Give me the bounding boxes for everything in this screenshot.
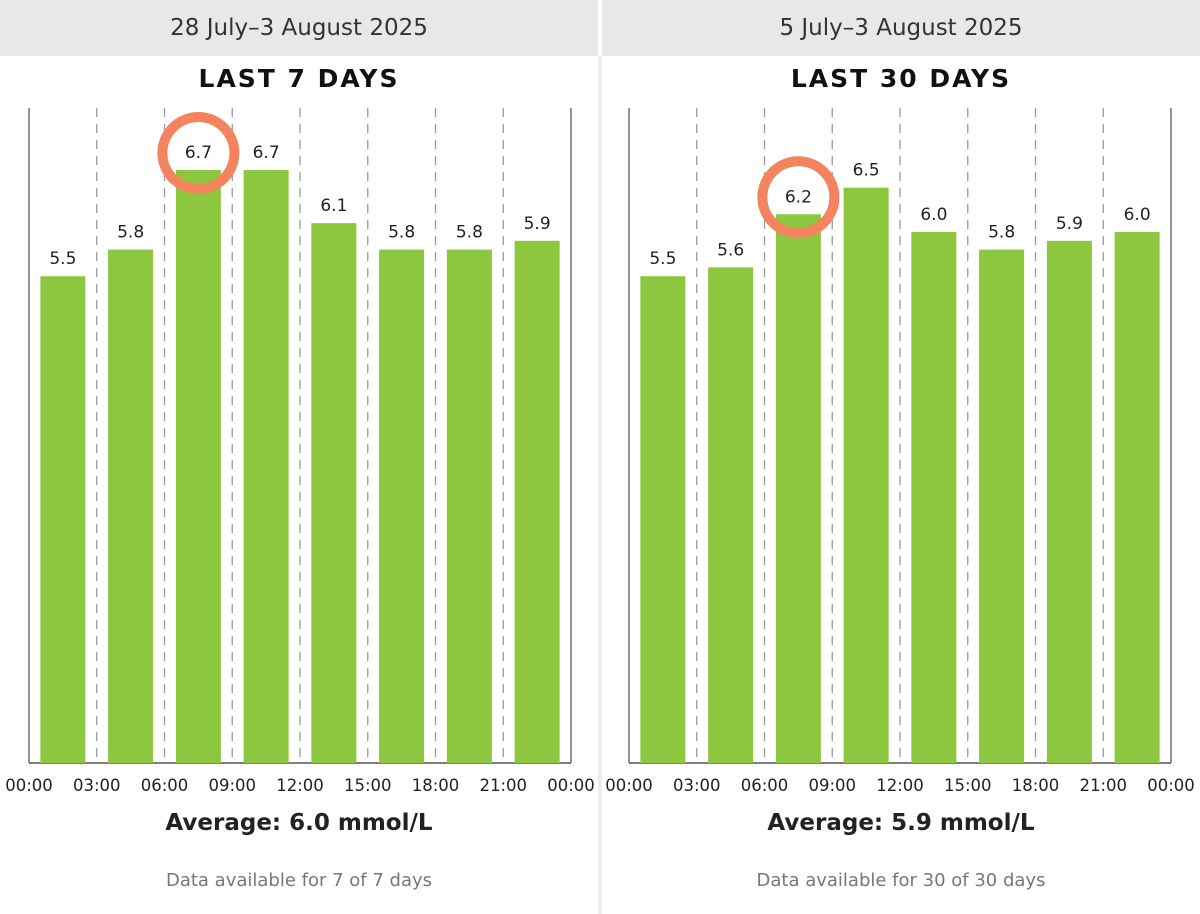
bar xyxy=(514,240,560,763)
x-tick-label: 00:00 xyxy=(1147,776,1195,795)
panel-divider xyxy=(598,56,602,914)
bar xyxy=(775,214,821,764)
x-tick-label: 09:00 xyxy=(208,776,256,795)
data-availability: Data available for 7 of 7 days xyxy=(165,870,433,891)
x-tick-label: 00:00 xyxy=(547,776,595,795)
bar xyxy=(108,249,154,763)
date-range-header: 28 July–3 August 2025 xyxy=(0,0,598,56)
x-tick-label: 06:00 xyxy=(141,776,189,795)
x-tick-label: 00:00 xyxy=(5,776,53,795)
bar xyxy=(40,276,86,763)
bar xyxy=(379,249,425,763)
bar-value-label: 6.7 xyxy=(253,143,280,163)
x-tick-label: 21:00 xyxy=(479,776,527,795)
bar xyxy=(311,223,357,763)
bar-value-label: 5.8 xyxy=(388,223,415,243)
date-range-header: 5 July–3 August 2025 xyxy=(602,0,1200,56)
bar xyxy=(911,231,957,764)
x-tick-label: 03:00 xyxy=(73,776,121,795)
bar xyxy=(979,249,1025,763)
bar-value-label: 5.5 xyxy=(49,249,76,269)
bar xyxy=(1114,231,1160,764)
bar-value-label: 5.9 xyxy=(524,214,551,234)
bar xyxy=(1046,240,1092,763)
x-tick-label: 12:00 xyxy=(276,776,324,795)
bar-value-label: 5.9 xyxy=(1056,214,1083,234)
bar-value-label: 6.0 xyxy=(920,205,947,225)
bar xyxy=(640,276,686,763)
x-tick-label: 15:00 xyxy=(944,776,992,795)
highlight-ring-icon xyxy=(157,112,240,194)
x-tick-label: 06:00 xyxy=(741,776,789,795)
bar-value-label: 5.8 xyxy=(117,223,144,243)
bar-chart-last-7-days: 5.5 5.8 6.7 6.7 6.1 5.8 5.8 5.9 00:00 03:00 06:00 0… xyxy=(5,108,595,795)
average-value: Average: 5.9 mmol/L xyxy=(767,810,1035,836)
x-tick-label: 03:00 xyxy=(673,776,721,795)
x-tick-label: 21:00 xyxy=(1079,776,1127,795)
x-tick-label: 15:00 xyxy=(344,776,392,795)
average-value: Average: 6.0 mmol/L xyxy=(165,810,433,836)
bar-value-label: 6.0 xyxy=(1124,205,1151,225)
chart-title: LAST 30 DAYS xyxy=(790,64,1012,93)
x-tick-label: 18:00 xyxy=(1012,776,1060,795)
bar-value-label: 5.5 xyxy=(649,249,676,269)
bar xyxy=(708,267,754,763)
bar-value-label: 5.8 xyxy=(988,223,1015,243)
panel-last-30-days: 5 July–3 August 2025 LAST 30 DAYS 5.5 5.6… xyxy=(602,0,1200,914)
bar-value-label: 6.7 xyxy=(185,143,212,163)
x-tick-label: 09:00 xyxy=(808,776,856,795)
highlight-ring-icon xyxy=(757,156,840,239)
x-tick-label: 00:00 xyxy=(605,776,653,795)
bar-value-label: 6.5 xyxy=(853,161,880,181)
bar-value-label: 6.2 xyxy=(785,187,812,207)
bar xyxy=(843,187,889,764)
bar xyxy=(243,170,289,763)
bar-value-label: 6.1 xyxy=(320,196,347,216)
bar-value-label: 5.6 xyxy=(717,240,744,260)
bar-value-label: 5.8 xyxy=(456,223,483,243)
x-tick-label: 12:00 xyxy=(876,776,924,795)
panel-last-7-days: 28 July–3 August 2025 LAST 7 DAYS 5.5 5.8… xyxy=(0,0,598,914)
x-tick-label: 18:00 xyxy=(412,776,460,795)
bar xyxy=(175,170,221,763)
chart-title: LAST 7 DAYS xyxy=(198,64,400,93)
bar-chart-last-30-days: 5.5 5.6 6.2 6.5 6.0 5.8 5.9 6.0 00:00 03:00 06:00 0… xyxy=(605,108,1195,795)
data-availability: Data available for 30 of 30 days xyxy=(756,870,1046,891)
bar xyxy=(446,249,492,763)
